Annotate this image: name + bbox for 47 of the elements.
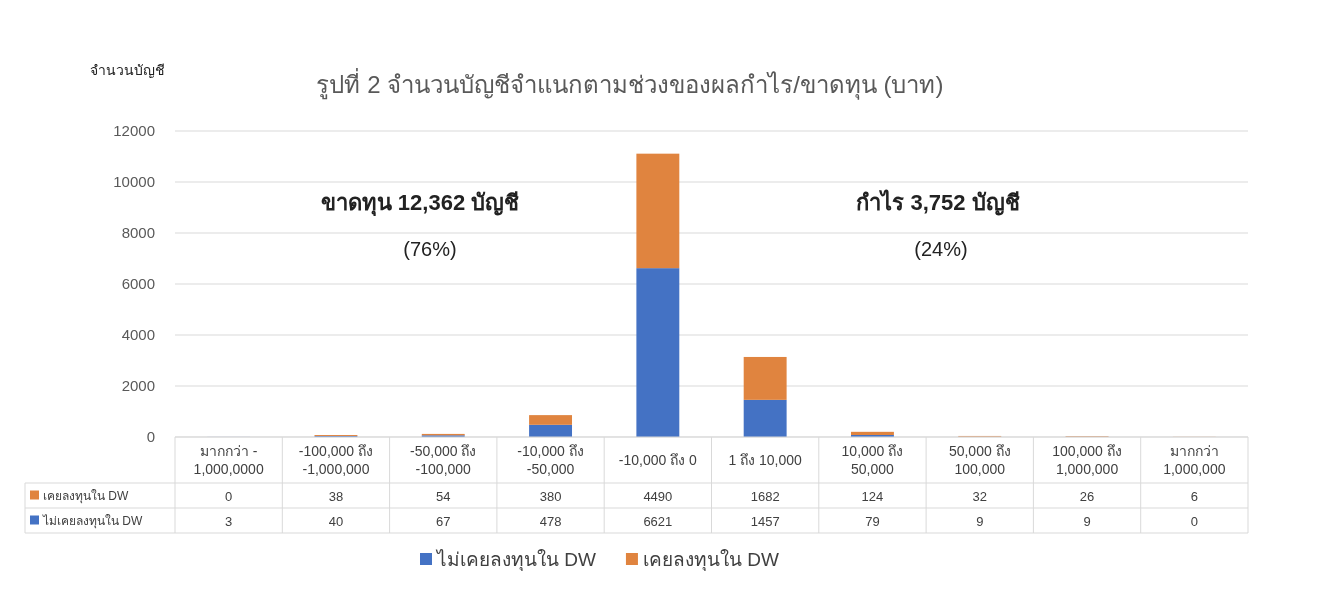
data-label: 26	[1079, 488, 1095, 504]
data-label: 124	[861, 488, 884, 504]
data-label: 6	[1190, 488, 1198, 504]
chart-title: รูปที่ 2 จำนวนบัญชีจำแนกตามช่วงของผลกำไร/ขาดทุน (บาท)	[316, 68, 944, 100]
data-label: 380	[539, 488, 562, 504]
x-tick-label: -10,000 ถึง -50,000	[517, 443, 584, 477]
x-tick-label: 100,000 ถึง 1,000,000	[1052, 443, 1122, 477]
data-label: 40	[328, 513, 344, 529]
y-tick-label: 8000	[121, 224, 155, 241]
annotation: (76%)	[403, 238, 457, 260]
data-label: 9	[1083, 513, 1091, 529]
y-axis-title: จำนวนบัญชี	[90, 62, 165, 78]
data-label: 79	[865, 513, 880, 529]
annotation: กำไร 3,752 บัญชี	[856, 189, 1020, 216]
data-label: 4490	[643, 488, 673, 504]
data-label: 478	[539, 513, 562, 529]
x-tick-label: มากกว่า - 1,000,0000	[193, 443, 264, 477]
data-label: 32	[972, 488, 987, 504]
x-tick-label: มากกว่า 1,000,000	[1163, 443, 1226, 477]
data-label: 9	[976, 513, 984, 529]
x-tick-label: 50,000 ถึง 100,000	[948, 443, 1011, 477]
legend-label: ไม่เคยลงทุนใน DW	[42, 513, 143, 529]
legend: ไม่เคยลงทุนใน DW เคยลงทุนใน DW	[420, 549, 779, 570]
data-label: 67	[436, 513, 451, 529]
data-label: 0	[1190, 513, 1198, 529]
data-label: 54	[436, 488, 451, 504]
y-tick-label: 4000	[121, 326, 155, 343]
annotation: (24%)	[914, 238, 968, 260]
y-tick-label: 0	[146, 428, 155, 445]
x-tick-label: 1 ถึง 10,000	[728, 452, 803, 468]
data-label: 6621	[643, 513, 673, 529]
x-tick-label: -100,000 ถึง -1,000,000	[298, 443, 374, 477]
data-label: 1682	[750, 488, 780, 504]
annotation: ขาดทุน 12,362 บัญชี	[320, 190, 520, 217]
text: เคยลงทุนใน DW	[43, 488, 129, 503]
x-tick-label: -50,000 ถึง -100,000	[410, 443, 477, 477]
y-tick-label: 2000	[121, 377, 155, 394]
data-label: 3	[225, 513, 233, 529]
x-tick-label: -10,000 ถึง 0	[618, 452, 698, 468]
x-tick-label: 10,000 ถึง 50,000	[841, 443, 904, 477]
legend-label: เคยลงทุนใน DW	[642, 549, 779, 572]
y-tick-label: 6000	[121, 275, 155, 292]
y-tick-label: 12000	[113, 122, 155, 139]
y-tick-label: 10000	[113, 173, 155, 190]
data-label: 1457	[750, 513, 780, 529]
data-label: 0	[225, 488, 233, 504]
data-label: 38	[328, 488, 344, 504]
